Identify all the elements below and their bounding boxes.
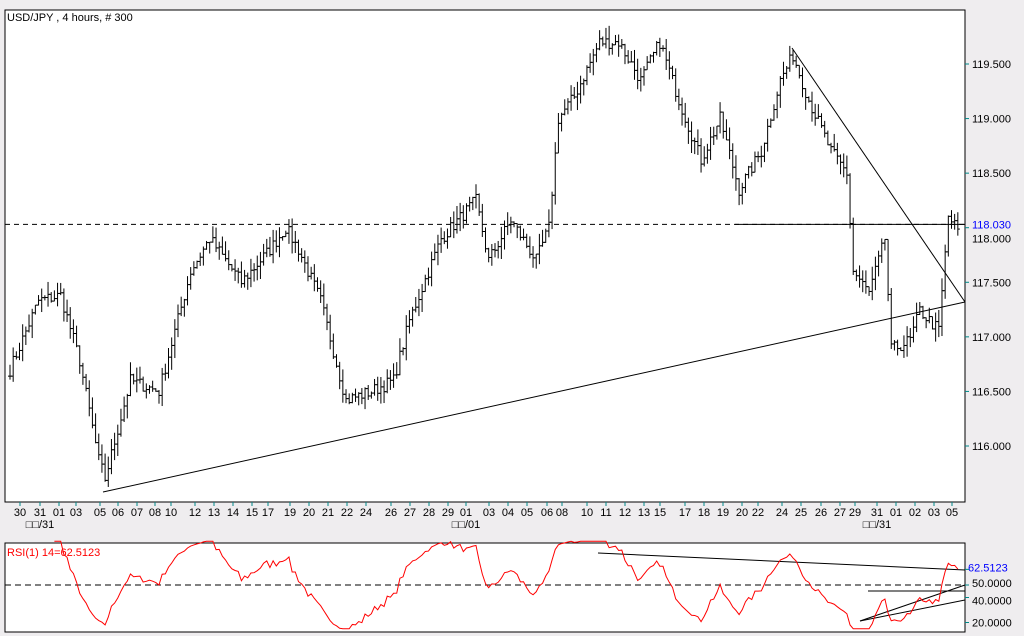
support-trendline <box>102 301 966 493</box>
x-tick-label: 29 <box>442 507 454 519</box>
x-tick-label: 10 <box>581 507 593 519</box>
x-tick-label: 24 <box>776 507 788 519</box>
x-tick-label: 19 <box>717 507 729 519</box>
x-tick-label: 11 <box>600 507 611 519</box>
x-tick-label: 01 <box>460 507 472 519</box>
x-tick-label: 19 <box>284 507 296 519</box>
x-tick-label: 07 <box>131 507 143 519</box>
x-tick-label: 17 <box>679 507 691 519</box>
overlays <box>5 47 966 622</box>
rsi-tick-label: 50.0000 <box>972 578 1012 590</box>
price-tick-label: 117.000 <box>972 332 1011 344</box>
rsi-panel <box>4 542 966 633</box>
x-tick-label: 08 <box>556 507 568 519</box>
x-tick-label: 05 <box>946 507 958 519</box>
month-label: □□/31 <box>26 519 55 531</box>
price-tick-label: 119.000 <box>972 114 1011 126</box>
x-tick-label: 28 <box>423 507 435 519</box>
x-tick-label: 30 <box>14 507 26 519</box>
rsi-line <box>54 540 959 630</box>
current-price-label: 118.030 <box>972 219 1011 231</box>
x-tick-label: 31 <box>34 507 46 519</box>
x-tick-label: 24 <box>360 507 372 519</box>
price-tick-label: 116.500 <box>972 386 1011 398</box>
rsi-title: RSI(1) 14=62.5123 <box>7 547 100 559</box>
x-tick-label: 05 <box>521 507 533 519</box>
x-tick-label: 03 <box>70 507 82 519</box>
x-tick-label: 17 <box>262 507 274 519</box>
x-tick-label: 01 <box>53 507 65 519</box>
x-tick-label: 04 <box>502 507 514 519</box>
price-tick-label: 116.000 <box>972 441 1011 453</box>
x-tick-label: 26 <box>385 507 397 519</box>
x-tick-label: 29 <box>849 507 861 519</box>
price-panel <box>4 9 966 503</box>
rsi-tick-label: 20.0000 <box>972 618 1012 630</box>
x-tick-label: 25 <box>795 507 807 519</box>
x-tick-label: 22 <box>341 507 353 519</box>
x-tick-label: 21 <box>322 507 334 519</box>
price-bars <box>8 25 960 487</box>
x-tick-label: 18 <box>698 507 710 519</box>
x-tick-label: 03 <box>928 507 940 519</box>
resistance-trendline <box>791 47 966 303</box>
price-chart-title: USD/JPY , 4 hours, # 300 <box>7 12 133 24</box>
x-tick-label: 20 <box>736 507 748 519</box>
price-tick-label: 117.500 <box>972 277 1011 289</box>
x-tick-label: 22 <box>752 507 764 519</box>
x-tick-label: 08 <box>149 507 161 519</box>
rsi-resistance-line <box>597 552 966 571</box>
x-tick-label: 13 <box>638 507 650 519</box>
month-label: □□/01 <box>452 519 481 531</box>
x-tick-label: 06 <box>541 507 553 519</box>
x-tick-label: 26 <box>815 507 827 519</box>
price-tick-label: 118.500 <box>972 168 1011 180</box>
x-tick-label: 02 <box>909 507 921 519</box>
price-tick-label: 118.000 <box>972 233 1011 245</box>
x-tick-label: 05 <box>94 507 106 519</box>
x-tick-label: 10 <box>165 507 177 519</box>
rsi-current-label: 62.5123 <box>968 562 1008 574</box>
rsi-tick-label: 40.0000 <box>972 596 1012 608</box>
month-label: □□/31 <box>863 519 892 531</box>
price-tick-label: 119.500 <box>972 59 1011 71</box>
x-tick-label: 14 <box>227 507 239 519</box>
x-tick-label: 31 <box>871 507 883 519</box>
x-tick-label: 12 <box>619 507 631 519</box>
x-tick-label: 13 <box>208 507 220 519</box>
x-tick-label: 27 <box>834 507 846 519</box>
x-tick-label: 03 <box>483 507 495 519</box>
x-tick-label: 01 <box>890 507 902 519</box>
x-tick-label: 27 <box>404 507 416 519</box>
x-tick-label: 12 <box>189 507 201 519</box>
x-tick-label: 15 <box>246 507 258 519</box>
x-tick-label: 20 <box>303 507 315 519</box>
x-tick-label: 06 <box>112 507 124 519</box>
x-tick-label: 15 <box>654 507 666 519</box>
